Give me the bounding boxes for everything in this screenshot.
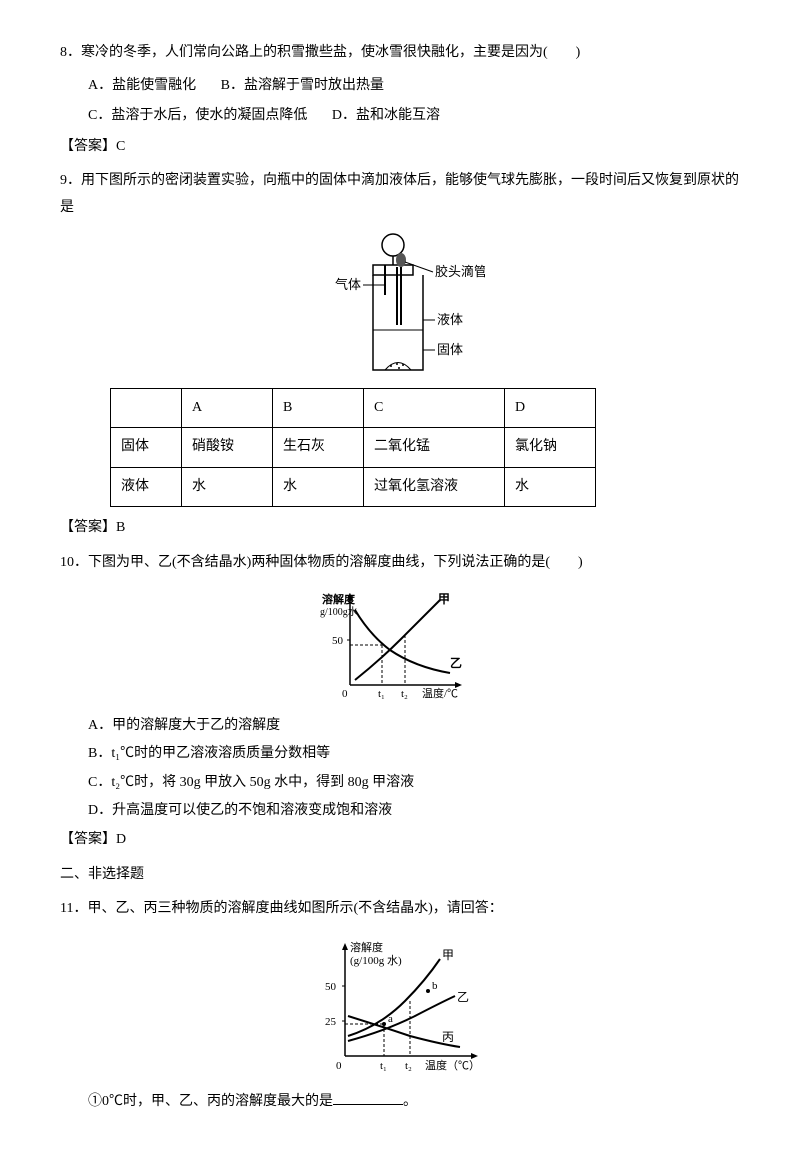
q9-answer: 【答案】B xyxy=(60,515,740,542)
q11-t2: t₂ xyxy=(405,1060,412,1072)
q11-sub1: ①0℃时，甲、乙、丙的溶解度最大的是 。 xyxy=(60,1089,740,1116)
q10-xlabel: 温度/℃ xyxy=(422,686,458,700)
q11-ylabel1: 溶解度 xyxy=(350,940,383,954)
q9-label-liquid: 液体 xyxy=(437,312,463,327)
q9-th0 xyxy=(111,388,182,428)
table-row: 固体 硝酸铵 生石灰 二氧化锰 氯化钠 xyxy=(111,428,596,468)
q9-r2c0: 液体 xyxy=(111,467,182,507)
q11-y25: 25 xyxy=(325,1016,337,1028)
table-row: A B C D xyxy=(111,388,596,428)
q11-bing: 丙 xyxy=(442,1030,454,1044)
q8-optB: B．盐溶解于雪时放出热量 xyxy=(221,78,384,93)
q10-figure: 溶解度 g/100g水 50 甲 乙 0 t₁ t₂ 温度/℃ xyxy=(60,585,740,705)
q9-r2c2: 水 xyxy=(273,467,364,507)
q11-a: a xyxy=(388,1013,393,1025)
q10-ylabel2: g/100g水 xyxy=(320,606,358,618)
q10-jia: 甲 xyxy=(438,592,450,606)
q9-r1c4: 氯化钠 xyxy=(505,428,596,468)
q9-r2c3: 过氧化氢溶液 xyxy=(364,467,505,507)
q11-jia: 甲 xyxy=(442,948,454,962)
q9-label-dropper: 胶头滴管 xyxy=(435,264,485,279)
q8-optD: D．盐和冰能互溶 xyxy=(332,108,440,123)
q8-optC: C．盐溶于水后，使水的凝固点降低 xyxy=(88,108,307,123)
q9-r1c1: 硝酸铵 xyxy=(182,428,273,468)
q9-r1c3: 二氧化锰 xyxy=(364,428,505,468)
q8-options-row1: A．盐能使雪融化 B．盐溶解于雪时放出热量 xyxy=(60,73,740,100)
q8-stem: 8．寒冷的冬季，人们常向公路上的积雪撒些盐，使冰雪很快融化，主要是因为( ) xyxy=(60,40,740,67)
q9-r2c4: 水 xyxy=(505,467,596,507)
q9-r2c1: 水 xyxy=(182,467,273,507)
q11-ylabel2: (g/100g 水) xyxy=(350,954,402,967)
q11-figure: 溶解度 (g/100g 水) 50 25 甲 乙 丙 a b 0 t₁ t₂ 温… xyxy=(60,931,740,1081)
q8-options-row2: C．盐溶于水后，使水的凝固点降低 D．盐和冰能互溶 xyxy=(60,103,740,130)
q10-yi: 乙 xyxy=(450,656,462,670)
q9-figure: 气体 胶头滴管 液体 固体 xyxy=(60,230,740,380)
q9-r1c2: 生石灰 xyxy=(273,428,364,468)
section2-heading: 二、非选择题 xyxy=(60,862,740,889)
q10-optD: D．升高温度可以使乙的不饱和溶液变成饱和溶液 xyxy=(60,798,740,825)
q10-t2: t₂ xyxy=(401,688,408,700)
q11-y50: 50 xyxy=(325,981,337,993)
q9-r1c0: 固体 xyxy=(111,428,182,468)
q10-ylabel1: 溶解度 xyxy=(322,592,356,606)
q11-zero: 0 xyxy=(336,1060,342,1072)
q10-optA: A．甲的溶解度大于乙的溶解度 xyxy=(60,713,740,740)
q9-stem: 9．用下图所示的密闭装置实验，向瓶中的固体中滴加液体后，能够使气球先膨胀，一段时… xyxy=(60,168,740,221)
q11-stem: 11．甲、乙、丙三种物质的溶解度曲线如图所示(不含结晶水)，请回答： xyxy=(60,896,740,923)
q11-b: b xyxy=(432,980,438,992)
q8-optA: A．盐能使雪融化 xyxy=(88,78,196,93)
q10-y50: 50 xyxy=(332,635,344,647)
q10-t1: t₁ xyxy=(378,688,385,700)
q11-xlabel: 温度（℃） xyxy=(425,1058,480,1072)
q11-sub1a: ①0℃时，甲、乙、丙的溶解度最大的是 xyxy=(88,1094,333,1109)
q9-thB: B xyxy=(273,388,364,428)
q11-yi: 乙 xyxy=(457,990,469,1004)
table-row: 液体 水 水 过氧化氢溶液 水 xyxy=(111,467,596,507)
q9-thD: D xyxy=(505,388,596,428)
q9-label-gas: 气体 xyxy=(335,277,361,292)
q10-stem: 10．下图为甲、乙(不含结晶水)两种固体物质的溶解度曲线，下列说法正确的是( ) xyxy=(60,550,740,577)
q11-sub1b: 。 xyxy=(403,1094,417,1109)
q10-optB: B．t₁℃时的甲乙溶液溶质质量分数相等 xyxy=(60,741,740,768)
q10-zero: 0 xyxy=(342,688,348,700)
q9-thC: C xyxy=(364,388,505,428)
q9-label-solid: 固体 xyxy=(437,342,463,357)
q11-t1: t₁ xyxy=(380,1060,387,1072)
q9-table: A B C D 固体 硝酸铵 生石灰 二氧化锰 氯化钠 液体 水 水 过氧化氢溶… xyxy=(110,388,596,508)
q9-thA: A xyxy=(182,388,273,428)
q11-blank[interactable] xyxy=(333,1090,403,1105)
q10-optC: C．t₂℃时，将 30g 甲放入 50g 水中，得到 80g 甲溶液 xyxy=(60,770,740,797)
q8-answer: 【答案】C xyxy=(60,134,740,161)
q10-answer: 【答案】D xyxy=(60,827,740,854)
